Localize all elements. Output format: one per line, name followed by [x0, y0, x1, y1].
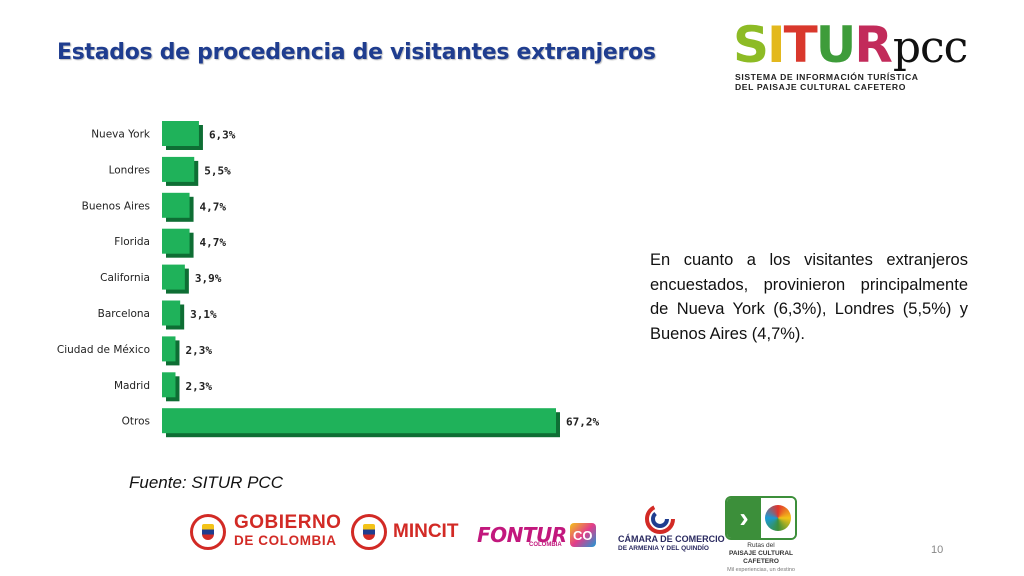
co-badge-icon: CO [569, 523, 596, 547]
fontur-logo: FONTUR CO COLOMBIA [477, 520, 596, 550]
category-label: Londres [109, 164, 150, 176]
description-text: En cuanto a los visitantes extranjeros e… [650, 251, 968, 343]
logo-letter-i: I [767, 16, 786, 74]
data-label: 2,3% [185, 380, 212, 393]
rutas-line-1: Rutas del [747, 542, 775, 549]
data-label: 4,7% [200, 200, 227, 213]
bar-chart: Nueva York 6,3% Londres 5,5% Buenos Aires 4,7… [57, 121, 599, 438]
bar [162, 336, 176, 362]
category-label: Nueva York [91, 129, 151, 141]
category-label: Barcelona [98, 308, 150, 320]
fontur-subtext: COLOMBIA [529, 542, 562, 548]
mincit-logo: MINCIT [351, 514, 458, 550]
logo-letter-s: S [733, 16, 769, 74]
rutas-line-3: Mil experiencias, un destino [727, 567, 795, 573]
gobierno-line-2: DE COLOMBIA [234, 533, 337, 548]
bar [162, 228, 190, 254]
rutas-pcc-logo: › Rutas del PAISAJE CULTURAL CAFETERO Mi… [725, 496, 797, 573]
logo-wordmark: SITURpcc [733, 16, 968, 74]
gobierno-line-1: GOBIERNO [234, 512, 342, 533]
category-label: Buenos Aires [82, 200, 150, 212]
fontur-text: FONTUR [477, 523, 567, 547]
gobierno-logo: GOBIERNO DE COLOMBIA [190, 512, 342, 550]
logo-tagline-2: DEL PAISAJE CULTURAL CAFETERO [735, 82, 906, 92]
data-label: 3,9% [195, 272, 222, 285]
data-label: 3,1% [190, 308, 217, 321]
bar [162, 372, 176, 398]
source-note: Fuente: SITUR PCC [129, 473, 283, 492]
bar [162, 156, 195, 182]
data-label: 2,3% [185, 344, 212, 357]
data-label: 6,3% [209, 129, 236, 142]
rutas-emblem-icon: › [725, 496, 797, 540]
camara-line-1: CÁMARA DE COMERCIO [618, 534, 725, 544]
colombia-seal-icon [190, 514, 226, 550]
mincit-seal-icon [351, 514, 387, 550]
category-label: Otros [122, 416, 150, 428]
category-label: Madrid [114, 380, 150, 392]
data-label: 67,2% [566, 416, 599, 429]
logo-letter-u: U [815, 16, 857, 74]
camara-comercio-logo: CÁMARA DE COMERCIO DE ARMENIA Y DEL QUIN… [618, 504, 725, 554]
data-label: 5,5% [204, 164, 231, 177]
data-label: 4,7% [200, 236, 227, 249]
bar [162, 408, 556, 434]
slide-title: Estados de procedencia de visitantes ext… [57, 40, 656, 65]
logo-letter-t: T [783, 16, 818, 74]
logo-tagline-1: SISTEMA DE INFORMACIÓN TURÍSTICA [735, 72, 919, 82]
bar [162, 264, 185, 290]
category-label: Ciudad de México [57, 344, 150, 356]
category-label: California [100, 272, 150, 284]
logo-suffix: pcc [892, 22, 968, 73]
rutas-line-2: PAISAJE CULTURAL CAFETERO [728, 550, 794, 565]
bar [162, 121, 199, 146]
bar [162, 192, 190, 218]
camara-line-2: DE ARMENIA Y DEL QUINDÍO [618, 545, 709, 552]
category-label: Florida [114, 236, 150, 248]
mincit-text: MINCIT [393, 521, 459, 542]
camara-swirl-icon [645, 504, 675, 534]
page-number: 10 [931, 544, 944, 556]
situr-pcc-logo: SITURpcc SISTEMA DE INFORMACIÓN TURÍSTIC… [733, 20, 998, 92]
logo-letter-r: R [854, 16, 892, 74]
bar [162, 300, 181, 326]
